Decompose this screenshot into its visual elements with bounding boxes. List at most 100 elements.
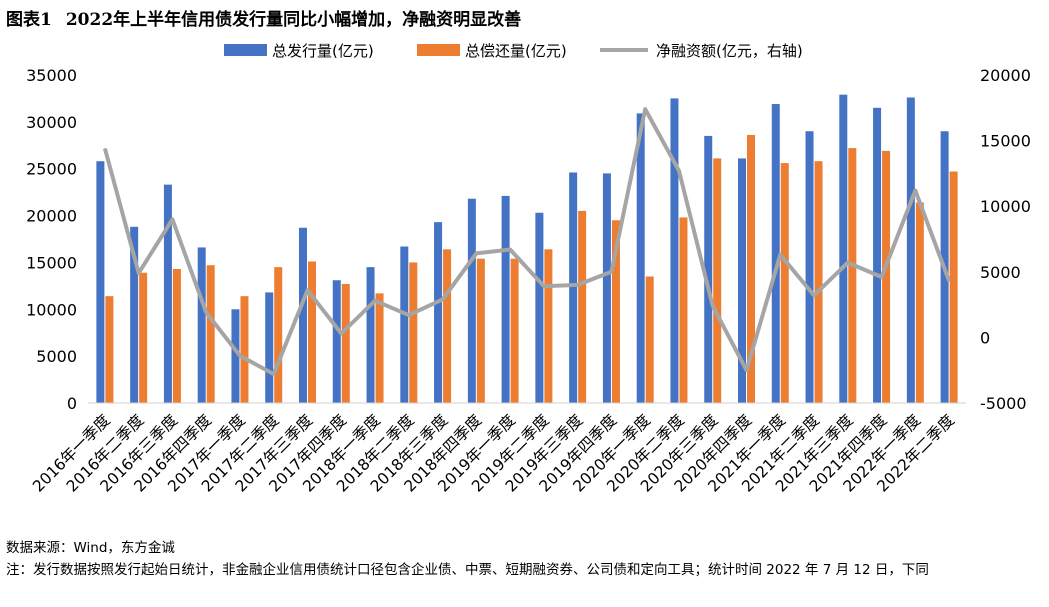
bar-repayment — [341, 283, 350, 403]
net-financing-point — [678, 170, 680, 172]
net-financing-point — [847, 262, 849, 264]
net-financing-point — [239, 355, 241, 357]
legend-swatch — [224, 44, 267, 56]
net-financing-point — [273, 373, 275, 375]
y-left-tick-label: 5000 — [36, 347, 77, 366]
net-financing-point — [104, 147, 106, 149]
net-financing-point — [881, 276, 883, 278]
y-right-tick-label: -5000 — [980, 394, 1027, 413]
net-financing-point — [138, 272, 140, 274]
bar-issuance — [299, 227, 307, 403]
footnote: 注：发行数据按照发行起始日统计，非金融企业信用债统计口径包含企业债、中票、短期融… — [6, 562, 929, 578]
net-financing-point — [442, 298, 444, 300]
bar-issuance — [535, 212, 544, 403]
bar-issuance — [265, 292, 274, 403]
y-axis-left: 0 5000 10000 15000 20000 25000 30000 35000 — [26, 66, 77, 413]
bar-issuance — [670, 98, 679, 403]
net-financing-point — [712, 305, 714, 307]
bar-issuance — [501, 195, 510, 403]
y-right-tick-label: 5000 — [980, 263, 1021, 282]
y-left-tick-label: 20000 — [26, 207, 77, 226]
bar-repayment — [308, 261, 316, 403]
figure-title: 2022年上半年信用债发行量同比小幅增加，净融资明显改善 — [65, 10, 522, 30]
net-financing-point — [813, 294, 815, 296]
bar-repayment — [679, 217, 688, 403]
y-left-tick-label: 10000 — [26, 300, 77, 319]
net-financing-point — [543, 285, 545, 287]
y-right-tick-label: 20000 — [980, 66, 1031, 85]
bar-issuance — [771, 104, 780, 404]
bar-issuance — [873, 107, 882, 404]
y-left-tick-label: 15000 — [26, 253, 77, 272]
bar-repayment — [882, 150, 891, 403]
net-financing-point — [475, 252, 477, 254]
bar-issuance — [163, 184, 172, 403]
bar-repayment — [206, 265, 215, 403]
net-financing-point — [509, 248, 511, 250]
legend-label: 总偿还量(亿元) — [465, 42, 567, 60]
source-note: 数据来源：Wind，东方金诚 — [6, 540, 175, 556]
bar-issuance — [906, 97, 915, 404]
bar-issuance — [467, 198, 476, 403]
bar-issuance — [400, 246, 409, 403]
bar-issuance — [366, 267, 375, 403]
net-financing-point — [408, 314, 410, 316]
net-financing-point — [340, 332, 342, 334]
bar-issuance — [434, 222, 443, 403]
y-axis-right: -5000 0 5000 10000 15000 20000 — [980, 66, 1031, 413]
bar-issuance — [197, 247, 206, 403]
y-left-tick-label: 30000 — [26, 113, 77, 132]
bar-repayment — [611, 220, 620, 403]
bar-repayment — [578, 210, 587, 403]
legend-swatch — [417, 44, 460, 56]
net-financing-point — [610, 271, 612, 273]
bar-issuance — [130, 226, 139, 403]
bar-repayment — [240, 296, 249, 403]
bar-repayment — [814, 161, 823, 403]
bar-issuance — [602, 173, 611, 403]
bar-issuance — [332, 280, 341, 403]
net-financing-point — [577, 284, 579, 286]
bar-repayment — [848, 148, 857, 403]
bar-repayment — [780, 163, 789, 403]
bar-issuance — [569, 172, 578, 403]
net-financing-point — [205, 311, 207, 313]
bar-repayment — [544, 249, 553, 403]
y-right-tick-label: 0 — [980, 328, 990, 347]
bar-repayment — [105, 296, 114, 403]
bar-repayment — [510, 258, 519, 403]
figure-label: 图表1 — [6, 10, 52, 30]
chart: 总发行量(亿元) 总偿还量(亿元) 净融资额(亿元，右轴) 0 5000 10000 15… — [26, 42, 1031, 496]
bar-repayment — [443, 249, 452, 403]
chart-title: 图表1 2022年上半年信用债发行量同比小幅增加，净融资明显改善 — [6, 5, 521, 30]
y-right-tick-label: 10000 — [980, 197, 1031, 216]
x-axis-labels: 2016年一季度2016年二季度2016年三季度2016年四季度2017年一季度… — [29, 411, 958, 495]
bar-issuance — [839, 94, 848, 404]
bar-repayment — [949, 171, 958, 403]
y-left-tick-label: 35000 — [26, 66, 77, 85]
bar-issuance — [738, 158, 746, 403]
net-financing-point — [644, 108, 646, 110]
net-financing-point — [948, 280, 950, 282]
net-financing-point — [374, 300, 376, 302]
net-financing-line — [102, 107, 951, 377]
net-financing-point — [307, 289, 308, 291]
net-financing-point — [914, 189, 916, 191]
y-left-tick-label: 25000 — [26, 160, 77, 179]
bar-repayment — [915, 202, 924, 403]
y-right-tick-label: 15000 — [980, 132, 1031, 151]
bar-issuance — [704, 135, 713, 403]
legend-label: 净融资额(亿元，右轴) — [656, 42, 803, 60]
bars — [96, 94, 958, 404]
net-financing-point — [779, 254, 781, 256]
bar-repayment — [476, 258, 485, 403]
bar-repayment — [274, 267, 283, 403]
bar-issuance — [636, 113, 645, 404]
bar-repayment — [645, 276, 654, 403]
bar-repayment — [172, 268, 181, 403]
bar-issuance — [96, 161, 105, 403]
bar-repayment — [409, 262, 418, 403]
bar-repayment — [747, 134, 755, 403]
bar-repayment — [713, 158, 722, 403]
net-financing-point — [746, 369, 747, 371]
